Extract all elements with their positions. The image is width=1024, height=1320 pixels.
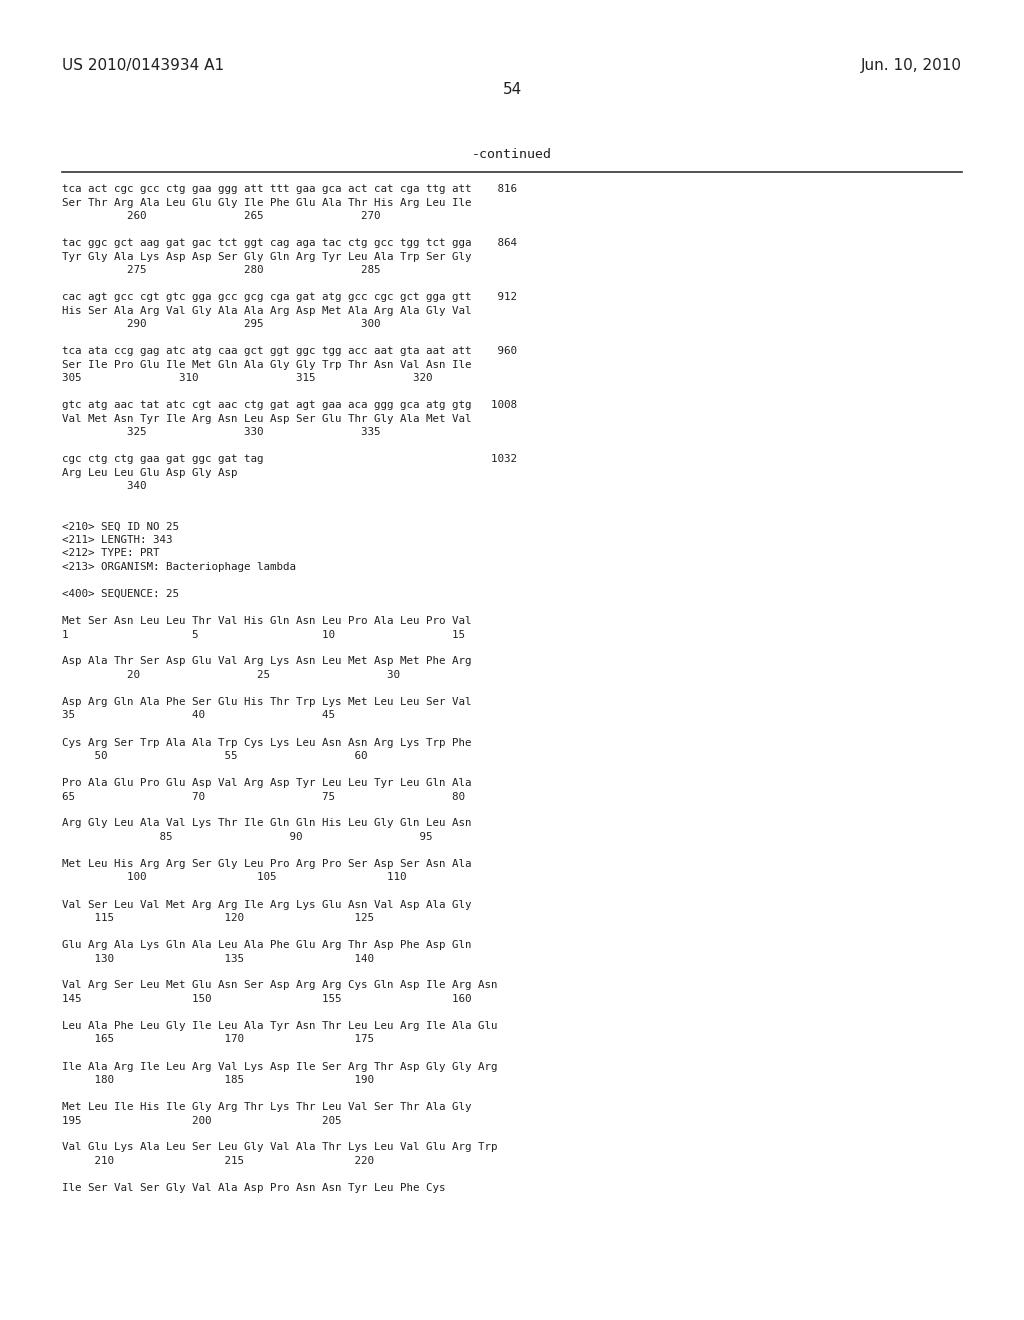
Text: Tyr Gly Ala Lys Asp Asp Ser Gly Gln Arg Tyr Leu Ala Trp Ser Gly: Tyr Gly Ala Lys Asp Asp Ser Gly Gln Arg …	[62, 252, 471, 261]
Text: Met Leu His Arg Arg Ser Gly Leu Pro Arg Pro Ser Asp Ser Asn Ala: Met Leu His Arg Arg Ser Gly Leu Pro Arg …	[62, 859, 471, 869]
Text: 195                 200                 205: 195 200 205	[62, 1115, 341, 1126]
Text: 35                  40                  45: 35 40 45	[62, 710, 335, 721]
Text: 210                 215                 220: 210 215 220	[62, 1156, 374, 1166]
Text: Val Glu Lys Ala Leu Ser Leu Gly Val Ala Thr Lys Leu Val Glu Arg Trp: Val Glu Lys Ala Leu Ser Leu Gly Val Ala …	[62, 1143, 498, 1152]
Text: 145                 150                 155                 160: 145 150 155 160	[62, 994, 471, 1005]
Text: 65                  70                  75                  80: 65 70 75 80	[62, 792, 465, 801]
Text: 290               295               300: 290 295 300	[62, 319, 381, 329]
Text: tac ggc gct aag gat gac tct ggt cag aga tac ctg gcc tgg tct gga    864: tac ggc gct aag gat gac tct ggt cag aga …	[62, 238, 517, 248]
Text: Pro Ala Glu Pro Glu Asp Val Arg Asp Tyr Leu Leu Tyr Leu Gln Ala: Pro Ala Glu Pro Glu Asp Val Arg Asp Tyr …	[62, 777, 471, 788]
Text: 305               310               315               320: 305 310 315 320	[62, 374, 432, 383]
Text: Met Ser Asn Leu Leu Thr Val His Gln Asn Leu Pro Ala Leu Pro Val: Met Ser Asn Leu Leu Thr Val His Gln Asn …	[62, 616, 471, 626]
Text: <211> LENGTH: 343: <211> LENGTH: 343	[62, 535, 172, 545]
Text: Leu Ala Phe Leu Gly Ile Leu Ala Tyr Asn Thr Leu Leu Arg Ile Ala Glu: Leu Ala Phe Leu Gly Ile Leu Ala Tyr Asn …	[62, 1020, 498, 1031]
Text: 50                  55                  60: 50 55 60	[62, 751, 368, 762]
Text: gtc atg aac tat atc cgt aac ctg gat agt gaa aca ggg gca atg gtg   1008: gtc atg aac tat atc cgt aac ctg gat agt …	[62, 400, 517, 411]
Text: Met Leu Ile His Ile Gly Arg Thr Lys Thr Leu Val Ser Thr Ala Gly: Met Leu Ile His Ile Gly Arg Thr Lys Thr …	[62, 1102, 471, 1111]
Text: Ser Thr Arg Ala Leu Glu Gly Ile Phe Glu Ala Thr His Arg Leu Ile: Ser Thr Arg Ala Leu Glu Gly Ile Phe Glu …	[62, 198, 471, 207]
Text: 325               330               335: 325 330 335	[62, 426, 381, 437]
Text: tca act cgc gcc ctg gaa ggg att ttt gaa gca act cat cga ttg att    816: tca act cgc gcc ctg gaa ggg att ttt gaa …	[62, 183, 517, 194]
Text: Arg Leu Leu Glu Asp Gly Asp: Arg Leu Leu Glu Asp Gly Asp	[62, 467, 238, 478]
Text: 260               265               270: 260 265 270	[62, 211, 381, 220]
Text: 165                 170                 175: 165 170 175	[62, 1035, 374, 1044]
Text: 85                  90                  95: 85 90 95	[62, 832, 432, 842]
Text: Val Ser Leu Val Met Arg Arg Ile Arg Lys Glu Asn Val Asp Ala Gly: Val Ser Leu Val Met Arg Arg Ile Arg Lys …	[62, 899, 471, 909]
Text: 180                 185                 190: 180 185 190	[62, 1074, 374, 1085]
Text: 1                   5                   10                  15: 1 5 10 15	[62, 630, 465, 639]
Text: -continued: -continued	[472, 148, 552, 161]
Text: 275               280               285: 275 280 285	[62, 265, 381, 275]
Text: <213> ORGANISM: Bacteriophage lambda: <213> ORGANISM: Bacteriophage lambda	[62, 562, 296, 572]
Text: His Ser Ala Arg Val Gly Ala Ala Arg Asp Met Ala Arg Ala Gly Val: His Ser Ala Arg Val Gly Ala Ala Arg Asp …	[62, 305, 471, 315]
Text: <400> SEQUENCE: 25: <400> SEQUENCE: 25	[62, 589, 179, 599]
Text: Jun. 10, 2010: Jun. 10, 2010	[861, 58, 962, 73]
Text: US 2010/0143934 A1: US 2010/0143934 A1	[62, 58, 224, 73]
Text: cgc ctg ctg gaa gat ggc gat tag                                   1032: cgc ctg ctg gaa gat ggc gat tag 1032	[62, 454, 517, 465]
Text: Asp Ala Thr Ser Asp Glu Val Arg Lys Asn Leu Met Asp Met Phe Arg: Asp Ala Thr Ser Asp Glu Val Arg Lys Asn …	[62, 656, 471, 667]
Text: tca ata ccg gag atc atg caa gct ggt ggc tgg acc aat gta aat att    960: tca ata ccg gag atc atg caa gct ggt ggc …	[62, 346, 517, 356]
Text: Val Arg Ser Leu Met Glu Asn Ser Asp Arg Arg Cys Gln Asp Ile Arg Asn: Val Arg Ser Leu Met Glu Asn Ser Asp Arg …	[62, 981, 498, 990]
Text: Cys Arg Ser Trp Ala Ala Trp Cys Lys Leu Asn Asn Arg Lys Trp Phe: Cys Arg Ser Trp Ala Ala Trp Cys Lys Leu …	[62, 738, 471, 747]
Text: cac agt gcc cgt gtc gga gcc gcg cga gat atg gcc cgc gct gga gtt    912: cac agt gcc cgt gtc gga gcc gcg cga gat …	[62, 292, 517, 302]
Text: 340: 340	[62, 480, 146, 491]
Text: Glu Arg Ala Lys Gln Ala Leu Ala Phe Glu Arg Thr Asp Phe Asp Gln: Glu Arg Ala Lys Gln Ala Leu Ala Phe Glu …	[62, 940, 471, 950]
Text: Asp Arg Gln Ala Phe Ser Glu His Thr Trp Lys Met Leu Leu Ser Val: Asp Arg Gln Ala Phe Ser Glu His Thr Trp …	[62, 697, 471, 708]
Text: <210> SEQ ID NO 25: <210> SEQ ID NO 25	[62, 521, 179, 532]
Text: Ile Ser Val Ser Gly Val Ala Asp Pro Asn Asn Tyr Leu Phe Cys: Ile Ser Val Ser Gly Val Ala Asp Pro Asn …	[62, 1183, 445, 1193]
Text: Ile Ala Arg Ile Leu Arg Val Lys Asp Ile Ser Arg Thr Asp Gly Gly Arg: Ile Ala Arg Ile Leu Arg Val Lys Asp Ile …	[62, 1061, 498, 1072]
Text: 54: 54	[503, 82, 521, 96]
Text: Val Met Asn Tyr Ile Arg Asn Leu Asp Ser Glu Thr Gly Ala Met Val: Val Met Asn Tyr Ile Arg Asn Leu Asp Ser …	[62, 413, 471, 424]
Text: 115                 120                 125: 115 120 125	[62, 913, 374, 923]
Text: 100                 105                 110: 100 105 110	[62, 873, 407, 883]
Text: <212> TYPE: PRT: <212> TYPE: PRT	[62, 549, 160, 558]
Text: 20                  25                  30: 20 25 30	[62, 671, 400, 680]
Text: Arg Gly Leu Ala Val Lys Thr Ile Gln Gln His Leu Gly Gln Leu Asn: Arg Gly Leu Ala Val Lys Thr Ile Gln Gln …	[62, 818, 471, 829]
Text: 130                 135                 140: 130 135 140	[62, 953, 374, 964]
Text: Ser Ile Pro Glu Ile Met Gln Ala Gly Gly Trp Thr Asn Val Asn Ile: Ser Ile Pro Glu Ile Met Gln Ala Gly Gly …	[62, 359, 471, 370]
